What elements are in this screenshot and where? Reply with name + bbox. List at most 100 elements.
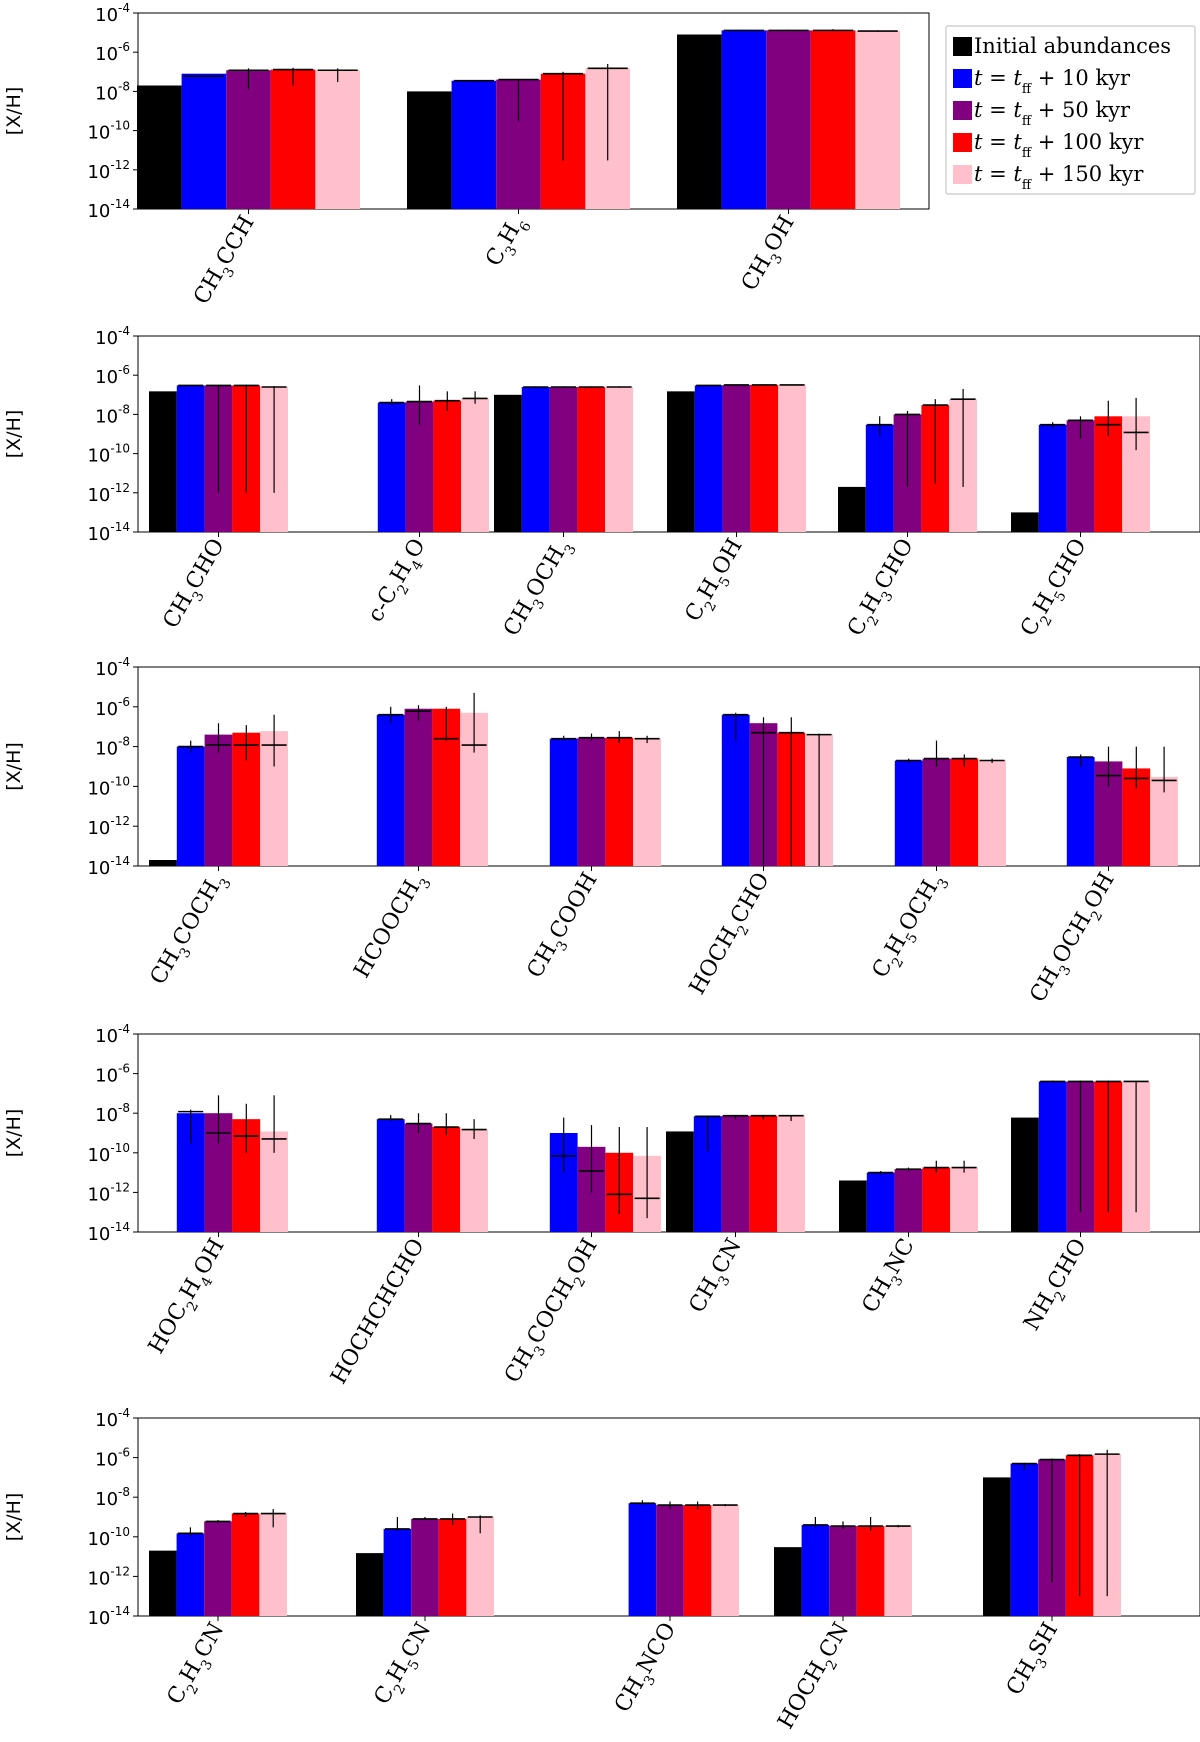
plot-frame xyxy=(137,666,1200,867)
y-tick-label: 10-8 xyxy=(95,1485,130,1510)
bar xyxy=(149,391,177,532)
bar xyxy=(356,1553,384,1616)
bar xyxy=(922,1167,951,1232)
bar xyxy=(605,387,633,532)
y-tick-label: 10-12 xyxy=(87,158,130,183)
bar xyxy=(494,394,522,532)
legend-label: t = tff + 10 kyr xyxy=(974,66,1131,97)
bar xyxy=(149,860,177,866)
chart-panel: 10-14 10-12 10-10 10-8 10-6 10-4 [X/H] CH3CHO c-… xyxy=(3,324,1200,644)
y-tick-label: 10-8 xyxy=(95,79,130,104)
category-label: C2H5OH xyxy=(680,535,752,629)
bar xyxy=(978,760,1006,866)
chart-panel: 10-14 10-12 10-10 10-8 10-6 10-4 [X/H] C2H3CN C2… xyxy=(3,1406,1200,1737)
bar xyxy=(521,387,550,532)
legend-label: t = tff + 150 kyr xyxy=(974,162,1144,193)
y-axis-label: [X/H] xyxy=(3,410,25,459)
bar xyxy=(226,70,271,209)
category-label: C2H5CHO xyxy=(1016,535,1097,644)
chart-panel: 10-14 10-12 10-10 10-8 10-6 10-4 [X/H] CH3COCH3… xyxy=(3,655,1200,1007)
legend-box xyxy=(945,25,1196,195)
bar xyxy=(1038,1081,1067,1232)
y-tick-label: 10-14 xyxy=(87,854,130,879)
bar xyxy=(176,1533,205,1616)
bar xyxy=(694,385,723,532)
bar xyxy=(270,69,316,209)
y-tick-label: 10-14 xyxy=(87,1604,130,1629)
y-tick-label: 10-4 xyxy=(95,1406,130,1431)
bar xyxy=(778,384,806,532)
category-label: HOCH2CHO xyxy=(685,869,780,1002)
bar xyxy=(829,1526,857,1616)
bar xyxy=(983,1477,1011,1616)
bar xyxy=(711,1505,739,1616)
bar xyxy=(1066,420,1095,532)
bar xyxy=(894,760,923,866)
bar xyxy=(1011,512,1039,532)
y-tick-label: 10-12 xyxy=(87,481,130,506)
y-tick-label: 10-14 xyxy=(87,1220,130,1245)
bar xyxy=(884,1526,912,1616)
bar xyxy=(176,746,205,866)
category-label: C3H6 xyxy=(481,211,535,273)
y-tick-label: 10-4 xyxy=(95,1,130,26)
legend-label: t = tff + 50 kyr xyxy=(974,98,1131,129)
legend-label: Initial abundances xyxy=(974,34,1171,58)
panels: 10-14 10-12 10-10 10-8 10-6 10-4 [X/H] CH3CCH C3… xyxy=(3,1,1200,1737)
chart-panel: 10-14 10-12 10-10 10-8 10-6 10-4 [X/H] HOC2H4OH… xyxy=(3,1022,1200,1388)
y-tick-label: 10-10 xyxy=(87,442,130,467)
bar xyxy=(376,714,405,866)
category-label: HOC2H4OH xyxy=(144,1235,235,1362)
category-label: CH3NCO xyxy=(610,1619,686,1720)
y-tick-label: 10-10 xyxy=(87,774,130,799)
bar xyxy=(666,1131,694,1232)
bar xyxy=(176,385,205,532)
bar xyxy=(149,1550,177,1616)
bar xyxy=(656,1505,684,1616)
bar xyxy=(404,1123,433,1232)
bar xyxy=(404,708,433,866)
chart-panel: 10-14 10-12 10-10 10-8 10-6 10-4 [X/H] CH3CCH C3… xyxy=(3,1,930,312)
bar xyxy=(460,1129,488,1232)
category-label: CH3CCH xyxy=(189,212,265,312)
bar xyxy=(950,1167,978,1232)
category-label: CH3CHO xyxy=(159,535,235,636)
bar xyxy=(549,387,578,532)
bar xyxy=(749,1115,778,1232)
bar xyxy=(432,1127,461,1232)
bar xyxy=(376,1119,405,1232)
bar xyxy=(1066,757,1095,866)
y-tick-label: 10-10 xyxy=(87,1141,130,1166)
bar xyxy=(894,1169,923,1232)
category-label: C2H3CN xyxy=(163,1619,235,1712)
y-tick-label: 10-6 xyxy=(95,1446,130,1471)
legend-swatch xyxy=(953,165,972,184)
bar xyxy=(411,1518,439,1616)
bar xyxy=(750,384,779,532)
bar xyxy=(801,1524,830,1616)
y-tick-label: 10-6 xyxy=(95,363,130,388)
bar xyxy=(810,30,856,209)
bar xyxy=(865,424,894,532)
y-tick-label: 10-8 xyxy=(95,402,130,427)
y-tick-label: 10-8 xyxy=(95,735,130,760)
bar xyxy=(231,1513,260,1616)
bar xyxy=(683,1505,712,1616)
category-label: CH3COOH xyxy=(523,869,608,986)
y-tick-label: 10-10 xyxy=(87,119,130,144)
category-label: C2H5OCH3 xyxy=(868,869,953,986)
y-axis-label: [X/H] xyxy=(3,87,25,136)
legend-swatch xyxy=(953,133,972,152)
category-label: HOCH2CN xyxy=(773,1619,859,1737)
category-label: NH2CHO xyxy=(1019,1235,1097,1338)
y-tick-label: 10-4 xyxy=(95,655,130,680)
y-tick-label: 10-4 xyxy=(95,324,130,349)
y-tick-label: 10-14 xyxy=(87,197,130,222)
y-tick-label: 10-6 xyxy=(95,1062,130,1087)
bar xyxy=(137,85,182,209)
y-tick-label: 10-12 xyxy=(87,1180,130,1205)
bar xyxy=(204,734,233,866)
bar xyxy=(407,91,452,209)
legend-swatch xyxy=(953,101,972,120)
